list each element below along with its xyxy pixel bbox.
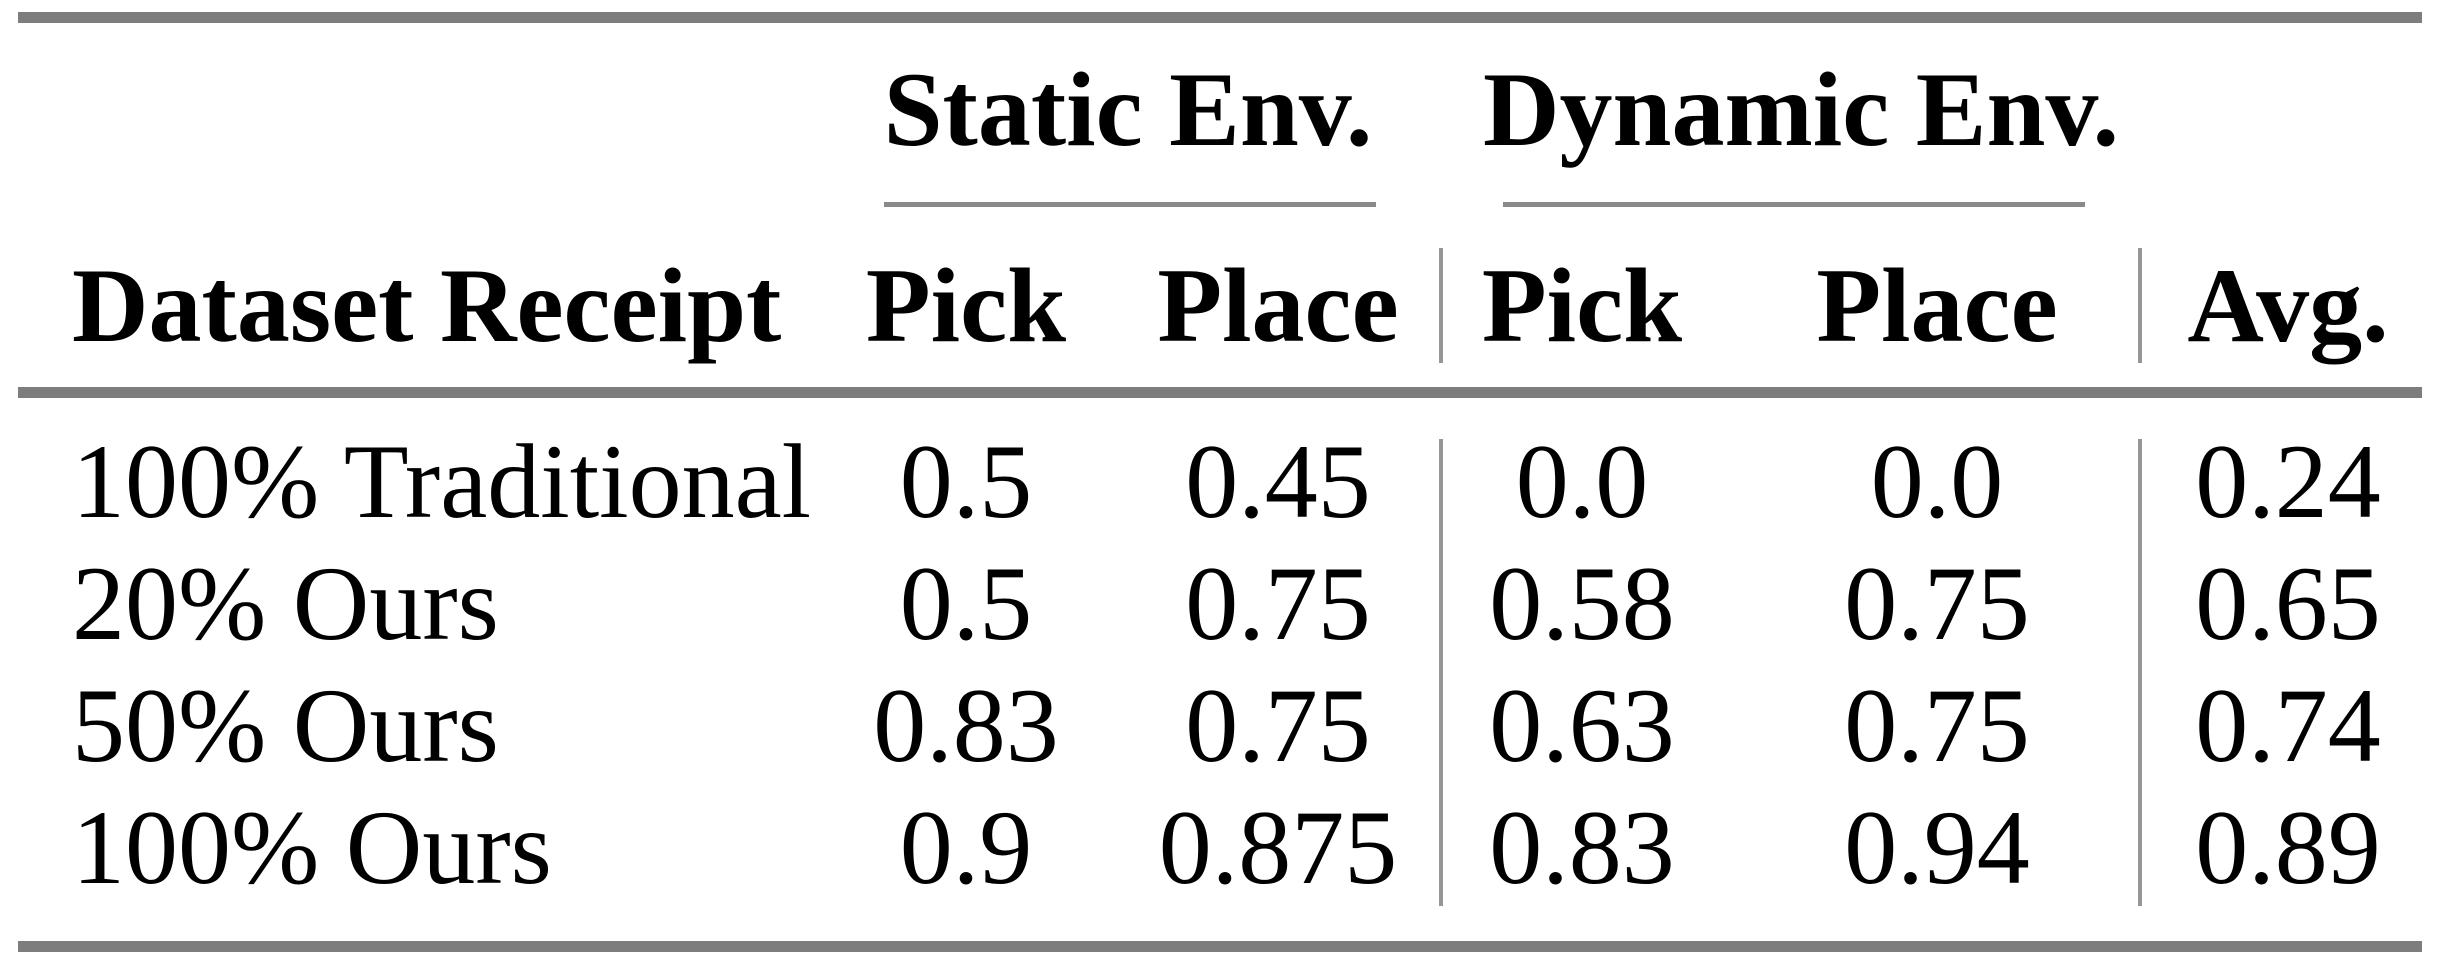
column-header-avg: Avg. — [2187, 247, 2389, 364]
static-env-cmidrule — [884, 202, 1376, 207]
row-label: 100% Traditional — [72, 423, 812, 540]
group-header-static-env: Static Env. — [883, 51, 1373, 168]
cell-value: 0.24 — [2195, 423, 2381, 540]
row-label: 20% Ours — [72, 545, 499, 662]
row-label: 50% Ours — [72, 667, 499, 784]
cell-value: 0.875 — [1158, 789, 1398, 906]
cell-value: 0.63 — [1489, 667, 1675, 784]
cell-value: 0.74 — [2195, 667, 2381, 784]
cell-value: 0.75 — [1185, 667, 1371, 784]
group-header-dynamic-env: Dynamic Env. — [1482, 51, 2120, 168]
table-bottom-rule — [18, 941, 2422, 952]
cell-value: 0.94 — [1844, 789, 2030, 906]
cell-value: 0.75 — [1844, 667, 2030, 784]
cell-value: 0.83 — [1489, 789, 1675, 906]
separator-static-dynamic-body — [1439, 439, 1443, 906]
cell-value: 0.9 — [899, 789, 1033, 906]
column-header-static-pick: Pick — [865, 247, 1067, 364]
cell-value: 0.5 — [899, 423, 1033, 540]
cell-value: 0.0 — [1515, 423, 1649, 540]
row-label: 100% Ours — [72, 789, 552, 906]
cell-value: 0.89 — [2195, 789, 2381, 906]
separator-dynamic-avg-header — [2138, 248, 2142, 363]
cell-value: 0.65 — [2195, 545, 2381, 662]
table-top-rule — [18, 12, 2422, 23]
dynamic-env-cmidrule — [1503, 202, 2085, 207]
cell-value: 0.5 — [899, 545, 1033, 662]
cell-value: 0.0 — [1870, 423, 2004, 540]
cell-value: 0.75 — [1185, 545, 1371, 662]
cell-value: 0.58 — [1489, 545, 1675, 662]
separator-dynamic-avg-body — [2138, 439, 2142, 906]
cell-value: 0.83 — [873, 667, 1059, 784]
column-header-dataset-receipt: Dataset Receipt — [72, 247, 782, 364]
cell-value: 0.75 — [1844, 545, 2030, 662]
cell-value: 0.45 — [1185, 423, 1371, 540]
separator-static-dynamic-header — [1439, 248, 1443, 363]
column-header-dynamic-place: Place — [1816, 247, 2058, 364]
column-header-static-place: Place — [1157, 247, 1399, 364]
table-mid-rule — [18, 387, 2422, 398]
column-header-dynamic-pick: Pick — [1481, 247, 1683, 364]
